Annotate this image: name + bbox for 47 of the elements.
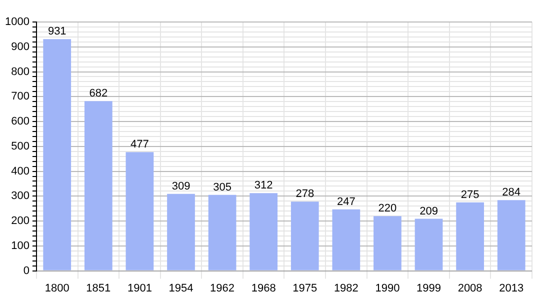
x-tick-label: 1800 (44, 282, 70, 294)
y-tick-label: 600 (11, 116, 30, 128)
y-tick-label: 0 (23, 264, 30, 277)
x-tick-label: 1962 (210, 282, 235, 294)
bar (208, 194, 236, 270)
bar (332, 209, 360, 270)
bar (250, 193, 278, 270)
data-label: 305 (213, 181, 232, 194)
x-tick-label: 1975 (292, 282, 318, 294)
data-label: 477 (130, 138, 149, 151)
data-label: 931 (48, 26, 66, 38)
data-label: 284 (502, 186, 521, 199)
data-label: 247 (336, 196, 356, 208)
y-tick-label: 1000 (4, 16, 30, 28)
data-label: 275 (460, 188, 480, 201)
bar (126, 152, 154, 270)
data-label: 312 (254, 180, 273, 192)
x-tick-label: 2008 (458, 282, 482, 294)
x-tick-label: 2013 (499, 282, 524, 294)
y-tick-label: 500 (11, 140, 30, 152)
y-tick-label: 400 (11, 165, 30, 178)
bar (84, 101, 112, 270)
x-tick-label: 1990 (375, 282, 400, 294)
x-tick-label: 1982 (334, 282, 358, 294)
y-tick-label: 700 (11, 90, 30, 103)
bar (290, 202, 319, 270)
bar (414, 218, 443, 270)
y-tick-label: 800 (11, 66, 30, 78)
data-label: 278 (296, 188, 314, 200)
x-tick-label: 1851 (86, 282, 111, 294)
bar (456, 202, 484, 270)
y-tick-label: 200 (11, 215, 30, 228)
bar (374, 216, 402, 270)
x-tick-label: 1901 (127, 282, 152, 294)
data-label: 309 (172, 180, 190, 192)
y-tick-label: 900 (11, 40, 30, 53)
bar (167, 194, 195, 270)
data-label: 220 (378, 202, 397, 215)
data-label: 682 (89, 88, 108, 100)
x-tick-label: 1968 (251, 282, 276, 294)
data-label: 209 (420, 205, 438, 218)
bar (43, 39, 72, 270)
y-tick-label: 300 (11, 190, 30, 202)
y-tick-label: 100 (11, 240, 30, 252)
x-tick-label: 1954 (168, 282, 194, 294)
x-tick-label: 1999 (416, 282, 442, 294)
bar (497, 200, 526, 270)
